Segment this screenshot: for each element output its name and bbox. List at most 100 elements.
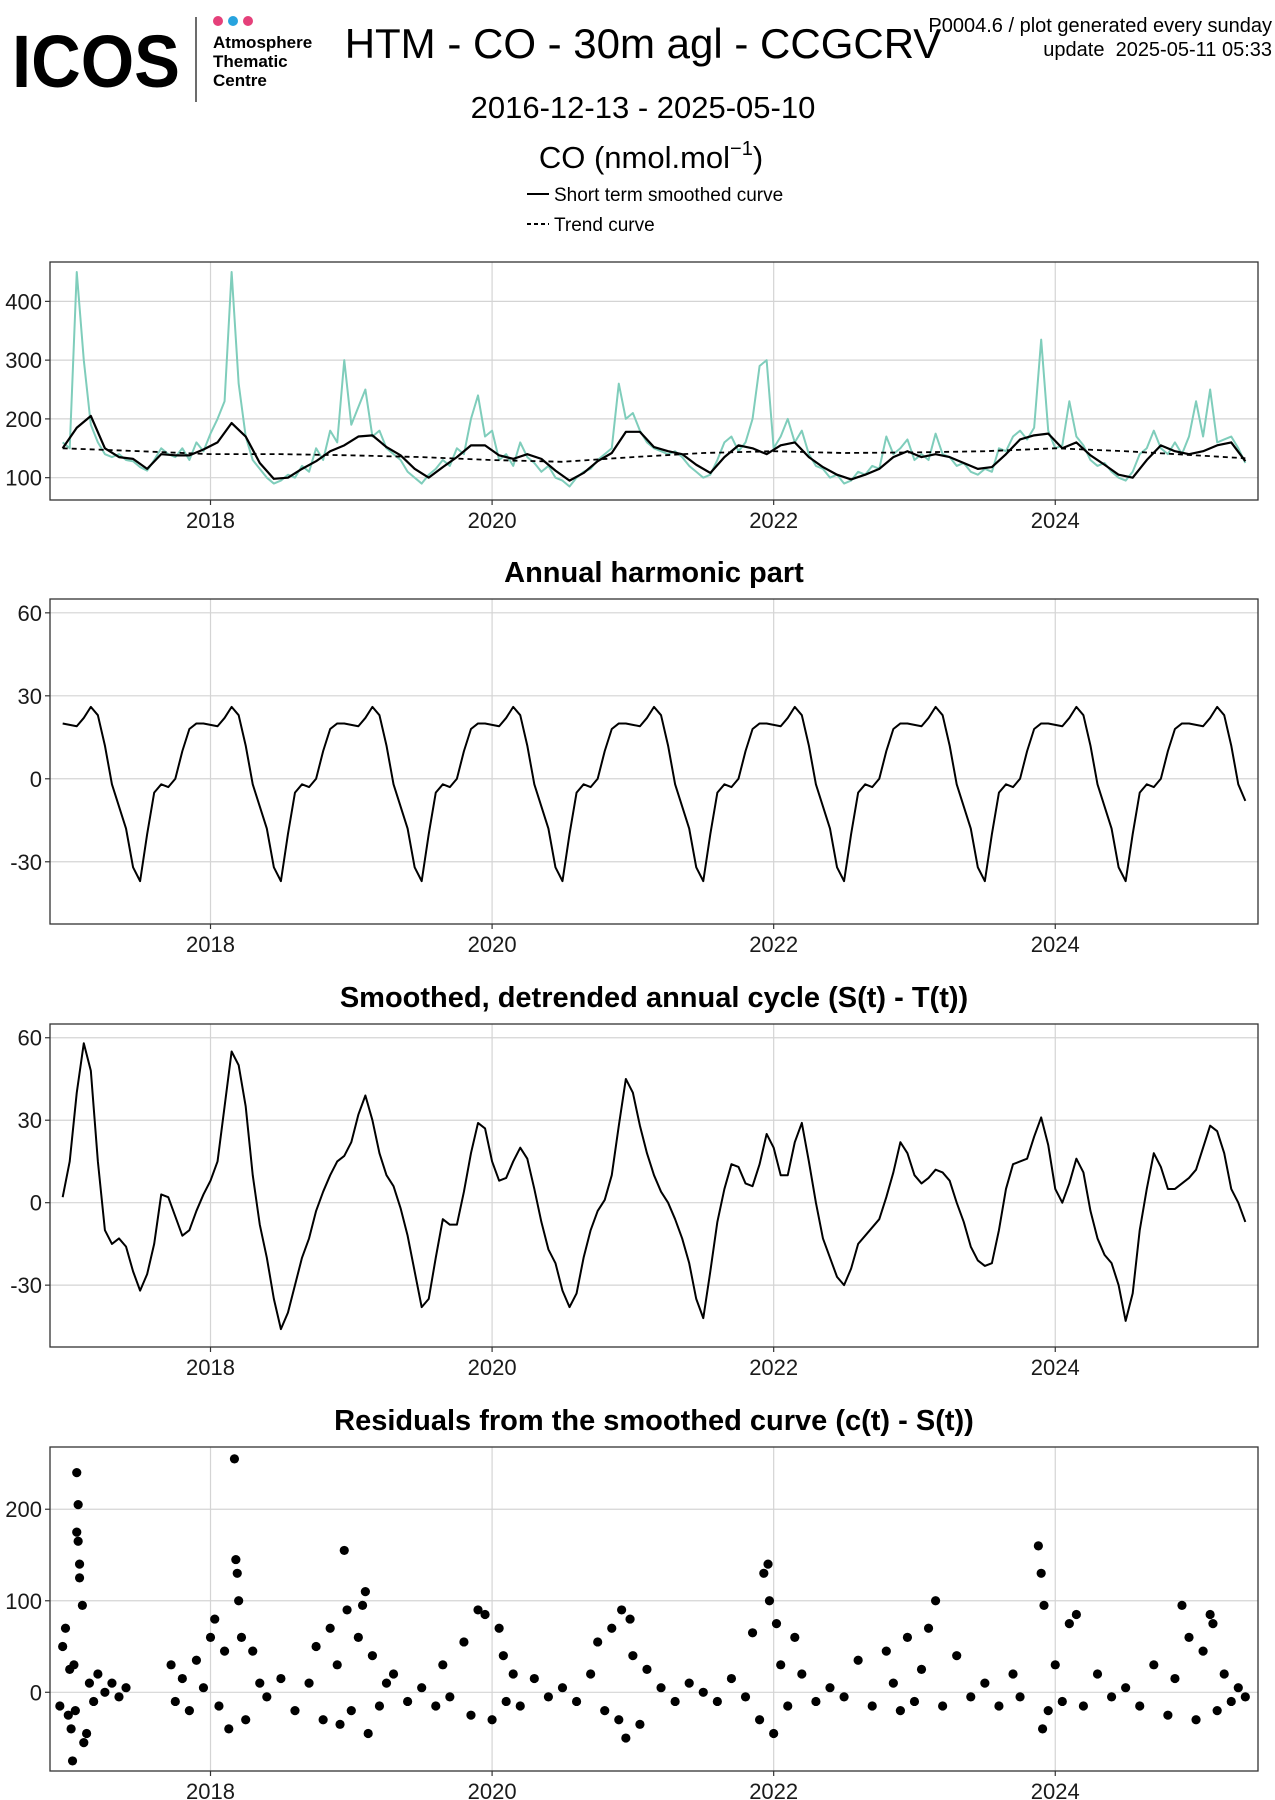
- y-tick-label: -30: [10, 1273, 42, 1298]
- point: [84, 1678, 95, 1688]
- point: [403, 1696, 413, 1707]
- title-superscript: −1: [730, 138, 753, 160]
- point: [909, 1696, 920, 1707]
- point: [1057, 1696, 1067, 1707]
- point: [290, 1705, 300, 1716]
- series-line: [61, 1042, 1247, 1331]
- point: [74, 1559, 85, 1569]
- point: [902, 1632, 913, 1642]
- series-line: [62, 705, 1247, 883]
- x-tick-label: 2020: [468, 932, 517, 957]
- point: [210, 1614, 220, 1624]
- point: [100, 1687, 110, 1697]
- x-tick-label: 2022: [749, 1779, 798, 1800]
- logo-text: ICOS: [12, 20, 180, 103]
- point: [763, 1559, 773, 1569]
- point: [600, 1705, 610, 1716]
- point: [1170, 1673, 1180, 1684]
- plot-border: [49, 598, 1259, 925]
- point: [67, 1756, 78, 1766]
- point: [769, 1728, 779, 1739]
- point: [73, 1500, 83, 1510]
- point: [593, 1637, 603, 1647]
- point: [339, 1545, 349, 1556]
- point: [726, 1673, 737, 1684]
- point: [571, 1696, 582, 1707]
- point: [93, 1669, 103, 1679]
- point: [740, 1692, 751, 1702]
- point: [381, 1678, 392, 1688]
- series-line: [62, 447, 1246, 463]
- y-tick-label: 200: [5, 407, 42, 432]
- point: [360, 1587, 370, 1597]
- point: [184, 1705, 194, 1716]
- point: [1149, 1660, 1159, 1670]
- point: [55, 1701, 65, 1711]
- point: [487, 1715, 497, 1725]
- point: [1163, 1710, 1173, 1720]
- note: update 2025-05-11 05:33: [1043, 39, 1272, 61]
- point: [1078, 1701, 1089, 1711]
- point: [508, 1669, 518, 1679]
- point: [980, 1678, 990, 1688]
- point: [107, 1678, 117, 1688]
- point: [1008, 1669, 1018, 1679]
- point: [353, 1632, 363, 1642]
- chart-title: Residuals from the smoothed curve (c(t) …: [334, 1405, 974, 1437]
- point: [311, 1641, 321, 1652]
- point: [839, 1692, 849, 1702]
- y-tick-label: 400: [5, 289, 42, 314]
- point: [1240, 1692, 1250, 1702]
- point: [198, 1683, 209, 1693]
- point: [374, 1701, 385, 1711]
- point: [888, 1678, 898, 1688]
- x-tick-label: 2020: [468, 1779, 517, 1800]
- point: [617, 1605, 627, 1615]
- point: [797, 1669, 807, 1679]
- point: [1043, 1705, 1053, 1716]
- y-tick-label: 100: [5, 1589, 42, 1614]
- point: [248, 1646, 258, 1656]
- logo-line: Thematic: [213, 52, 288, 71]
- series-line: [61, 414, 1247, 482]
- point: [69, 1660, 79, 1670]
- point: [177, 1673, 187, 1684]
- point: [114, 1692, 124, 1702]
- point: [776, 1660, 786, 1670]
- point: [670, 1696, 680, 1707]
- point: [445, 1692, 455, 1702]
- point: [79, 1738, 89, 1748]
- plot-border: [49, 1023, 1259, 1348]
- point: [557, 1683, 568, 1693]
- point: [191, 1655, 202, 1665]
- plot-area: [50, 1447, 1258, 1771]
- point: [771, 1619, 782, 1629]
- x-tick-label: 2018: [186, 932, 235, 957]
- logo-dot: [228, 16, 238, 26]
- point: [236, 1632, 247, 1642]
- point: [1015, 1692, 1025, 1702]
- point: [1037, 1724, 1048, 1734]
- point: [480, 1609, 490, 1620]
- point: [966, 1692, 976, 1702]
- point: [747, 1628, 758, 1638]
- point: [77, 1600, 87, 1610]
- point: [625, 1614, 635, 1624]
- point: [262, 1692, 272, 1702]
- x-tick-label: 2020: [468, 1355, 517, 1380]
- point: [923, 1623, 934, 1633]
- point: [825, 1683, 835, 1693]
- point: [72, 1527, 82, 1537]
- point: [66, 1724, 76, 1734]
- y-tick-label: 60: [18, 601, 42, 626]
- point: [811, 1696, 821, 1707]
- point: [342, 1605, 352, 1615]
- point: [607, 1623, 617, 1633]
- point: [1212, 1705, 1222, 1716]
- point: [614, 1715, 624, 1725]
- point: [1205, 1609, 1215, 1620]
- point: [318, 1715, 328, 1725]
- point: [1191, 1715, 1201, 1725]
- x-tick-label: 2018: [186, 1779, 235, 1800]
- point: [759, 1568, 769, 1578]
